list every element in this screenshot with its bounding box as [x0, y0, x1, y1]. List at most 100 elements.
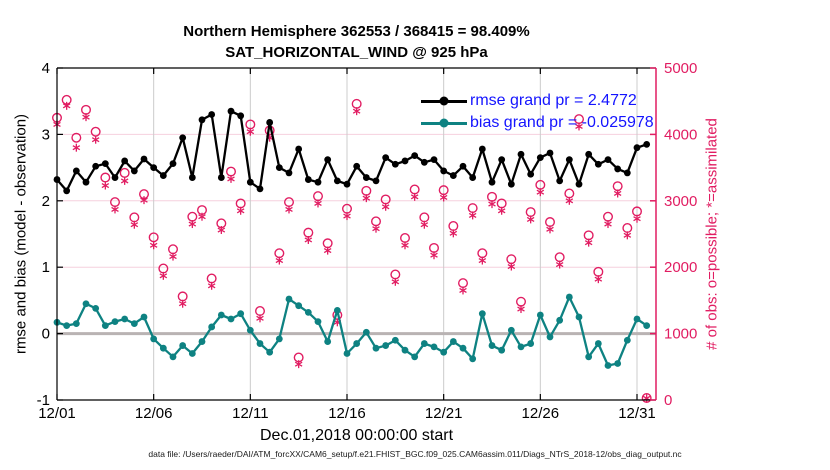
assimilated-obs-marker — [391, 277, 400, 286]
asterisk-stroke — [236, 208, 245, 214]
assimilated-obs-marker — [449, 229, 458, 238]
asterisk-stroke — [459, 287, 467, 294]
rmse-marker — [633, 144, 641, 152]
bias-line — [56, 295, 648, 367]
possible-obs-marker — [564, 188, 575, 199]
bias-marker — [556, 316, 564, 324]
rmse-marker — [536, 154, 544, 162]
rmse-marker — [488, 178, 496, 186]
asterisk-stroke — [594, 276, 603, 282]
rmse-marker — [420, 158, 428, 166]
possible-obs-marker — [429, 242, 440, 253]
bias-marker — [92, 304, 100, 312]
rmse-marker — [246, 178, 254, 186]
y-axis-label-left: rmse and bias (model - observation) — [12, 113, 30, 355]
bias-marker — [188, 350, 196, 357]
bias-marker — [488, 342, 496, 349]
bias-marker — [237, 310, 245, 318]
rmse-marker-sample — [439, 96, 449, 106]
asterisk-stroke — [507, 263, 516, 270]
assimilated-obs-marker — [198, 212, 206, 221]
possible-obs-marker — [458, 278, 469, 289]
y-tick-label-right: 5000 — [664, 60, 697, 77]
possible-obs-marker — [206, 273, 217, 284]
asterisk-stroke — [207, 283, 216, 289]
bias-marker — [469, 355, 477, 363]
bias-marker — [72, 320, 80, 328]
asterisk-stroke — [314, 200, 322, 207]
rmse-marker — [150, 164, 158, 172]
bias-marker — [507, 326, 515, 334]
rmse-marker — [266, 119, 274, 126]
assimilated-obs-marker — [246, 127, 255, 136]
legend-label-rmse: rmse grand pr = 2.4772 — [470, 92, 637, 109]
possible-obs-marker — [612, 181, 623, 192]
possible-obs-marker — [109, 197, 120, 208]
asterisk-stroke — [565, 198, 574, 204]
y-tick-label-left: 4 — [42, 60, 50, 77]
chart-title: Northern Hemisphere 362553 / 368415 = 98… — [0, 21, 713, 63]
y-tick-label-left: 3 — [42, 126, 50, 143]
rmse-marker — [469, 174, 477, 181]
possible-obs-marker — [487, 191, 498, 202]
assimilated-obs-marker — [130, 220, 139, 229]
rmse-marker — [304, 176, 312, 183]
assimilated-obs-marker — [507, 262, 516, 271]
possible-obs-marker — [400, 232, 411, 243]
rmse-marker — [614, 165, 622, 173]
possible-obs-marker — [516, 296, 527, 307]
assimilated-obs-marker — [120, 176, 129, 185]
bias-marker — [343, 350, 351, 357]
rmse-marker — [324, 156, 332, 164]
rmse-marker — [314, 178, 322, 186]
bias-marker-sample — [439, 118, 449, 128]
bias-marker — [198, 338, 206, 345]
rmse-marker — [275, 164, 283, 172]
bias-marker — [420, 340, 428, 347]
asterisk-stroke — [149, 242, 158, 248]
rmse-marker — [130, 167, 138, 175]
assimilated-obs-marker — [604, 220, 612, 229]
possible-obs-marker — [583, 230, 594, 241]
asterisk-stroke — [72, 145, 81, 151]
possible-obs-marker — [80, 104, 91, 115]
rmse-marker — [372, 177, 380, 185]
possible-obs-marker — [119, 167, 130, 178]
possible-obs-marker — [158, 263, 169, 274]
asterisk-stroke — [439, 194, 448, 201]
asterisk-stroke — [352, 108, 361, 114]
bias-marker — [459, 344, 467, 352]
x-axis-label: Dec.01,2018 00:00:00 start — [259, 427, 454, 444]
asterisk-stroke — [62, 103, 71, 109]
y-tick-label-right: 3000 — [664, 193, 697, 210]
rmse-marker — [391, 160, 399, 168]
bias-marker — [208, 323, 216, 331]
possible-obs-marker — [274, 248, 285, 259]
bias-marker — [575, 313, 583, 321]
bias-marker — [440, 348, 448, 356]
asterisk-stroke — [613, 190, 622, 197]
bias-marker — [614, 360, 622, 367]
possible-obs-marker — [225, 166, 236, 177]
possible-obs-marker — [448, 221, 459, 232]
bias-marker — [304, 308, 312, 316]
y-tick-label-right: 1000 — [664, 326, 697, 343]
rmse-marker — [517, 150, 525, 158]
rmse-marker — [63, 187, 71, 195]
possible-obs-marker — [525, 207, 536, 218]
bias-marker — [565, 293, 573, 301]
bias-marker — [401, 346, 409, 354]
asterisk-stroke — [285, 206, 293, 212]
bias-marker — [430, 343, 438, 351]
assimilated-obs-marker — [256, 314, 264, 323]
asterisk-stroke — [584, 240, 593, 246]
possible-obs-marker — [284, 197, 295, 208]
possible-obs-marker — [303, 227, 314, 238]
chart-title-line2: SAT_HORIZONTAL_WIND @ 925 hPa — [225, 44, 488, 61]
rmse-marker — [188, 174, 196, 181]
bias-marker — [643, 322, 651, 330]
assimilated-obs-marker — [111, 205, 119, 214]
rmse-marker — [72, 167, 80, 175]
rmse-marker — [92, 162, 100, 170]
assimilated-obs-marker — [314, 199, 322, 208]
